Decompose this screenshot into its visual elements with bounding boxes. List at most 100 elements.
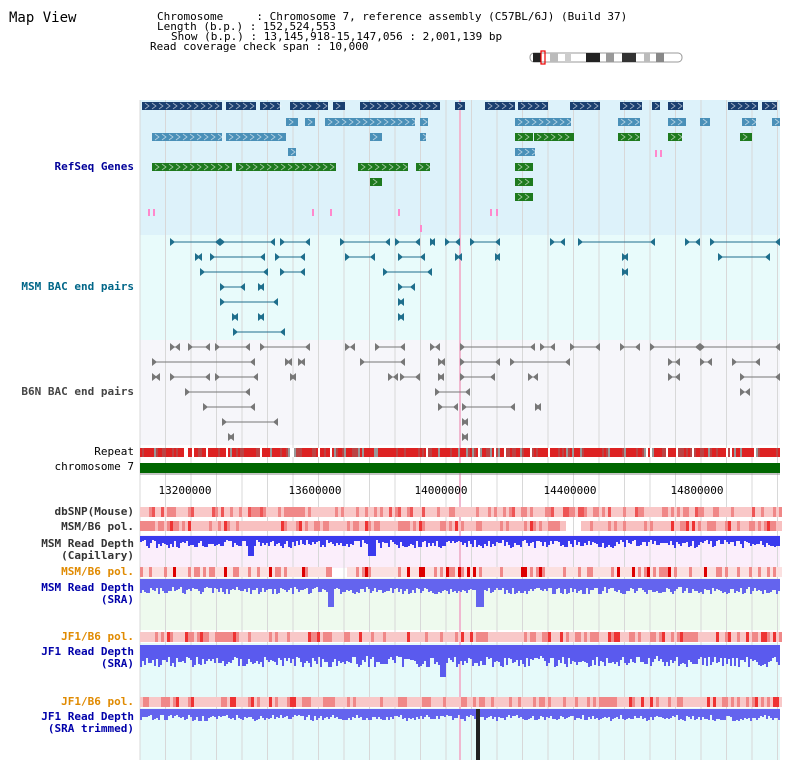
depth-bar: [452, 536, 454, 541]
track-label-msm-bac[interactable]: MSM BAC end pairs: [21, 280, 134, 293]
depth-bar: [220, 645, 222, 663]
snp-density-cell: [359, 507, 362, 517]
strand-arrow: [280, 163, 286, 171]
depth-bar: [500, 579, 502, 590]
b6n-bac-pair: [700, 358, 712, 366]
msm-bac-pair: [195, 253, 202, 261]
track-label-msm-sra[interactable]: MSM Read Depth: [41, 581, 134, 594]
repeat-block: [556, 448, 558, 457]
depth-bar: [388, 645, 390, 659]
depth-bar: [682, 709, 684, 720]
depth-bar: [572, 579, 574, 592]
repeat-block: [162, 448, 164, 457]
depth-bar: [246, 579, 248, 592]
depth-bar: [298, 579, 300, 592]
snp-density-cell: [638, 697, 641, 707]
snp-density-cell: [611, 507, 614, 517]
snp-density-cell: [644, 632, 647, 642]
depth-bar: [756, 536, 758, 544]
depth-bar: [198, 645, 200, 664]
snp-density-cell: [224, 507, 227, 517]
pair-end: [205, 373, 210, 381]
snp-density-cell: [449, 521, 452, 531]
depth-bar: [674, 709, 676, 717]
depth-bar: [424, 645, 426, 661]
snp-density-cell: [674, 521, 677, 531]
depth-bar: [708, 536, 710, 544]
depth-bar: [702, 579, 704, 594]
snp-density-cell: [521, 632, 524, 642]
depth-bar: [698, 579, 700, 593]
track-label-dbsnp[interactable]: dbSNP(Mouse): [54, 505, 134, 518]
snp-density-cell: [608, 567, 611, 577]
track-label-msm-capillary[interactable]: MSM Read Depth: [41, 537, 134, 550]
depth-bar: [664, 709, 666, 719]
depth-bar: [626, 579, 628, 591]
bac-end-pairs[interactable]: [152, 238, 780, 441]
repeat-block: [246, 448, 248, 457]
repeat-block: [394, 448, 396, 457]
snp-density-cell: [650, 507, 653, 517]
depth-bar: [718, 536, 720, 540]
snp-density-cell: [593, 697, 596, 707]
pair-end: [215, 238, 220, 246]
repeat-block: [700, 448, 702, 457]
snp-density-cell: [746, 507, 749, 517]
snp-density-cell: [452, 507, 455, 517]
snp-density-cell: [167, 507, 170, 517]
snp-density-cell: [242, 697, 245, 707]
depth-bar: [390, 579, 392, 588]
track-label-refseq[interactable]: RefSeq Genes: [54, 160, 134, 173]
depth-bar: [388, 536, 390, 547]
snp-density-cell: [461, 697, 464, 707]
depth-bar: [708, 645, 710, 657]
chromosome-ideogram[interactable]: [529, 50, 683, 65]
snp-density-cell: [623, 697, 626, 707]
pair-end: [215, 343, 220, 351]
snp-density-cell: [542, 507, 545, 517]
track-label-b6n-bac[interactable]: B6N BAC end pairs: [21, 385, 134, 398]
strand-arrow: [742, 133, 748, 141]
depth-bar: [662, 645, 664, 662]
pair-end: [300, 268, 305, 276]
gene-body: [772, 118, 780, 126]
track-label-msm-b6-pol-1[interactable]: MSM/B6 pol.: [61, 520, 134, 533]
track-label-jf1-trimmed[interactable]: JF1 Read Depth: [41, 710, 134, 723]
repeat-block: [560, 448, 562, 457]
depth-bar: [202, 579, 204, 592]
depth-bar: [212, 536, 214, 544]
snp-density-cell: [260, 507, 263, 517]
depth-bar: [602, 709, 604, 718]
pair-end: [710, 238, 715, 246]
track-label-jf1-b6-pol-2[interactable]: JF1/B6 pol.: [61, 695, 134, 708]
strand-arrow: [418, 163, 424, 171]
snp-density-cell: [161, 567, 164, 577]
depth-bar: [760, 709, 762, 716]
snp-density-cell: [170, 697, 173, 707]
snp-density-cell: [365, 632, 368, 642]
snp-density-cell: [464, 521, 467, 531]
repeat-block: [464, 448, 466, 457]
snp-density-cell: [521, 697, 524, 707]
snp-density-cell: [512, 521, 515, 531]
strand-arrow: [360, 163, 366, 171]
depth-bar: [326, 709, 328, 717]
depth-bar: [346, 579, 348, 590]
track-label-msm-b6-pol-2[interactable]: MSM/B6 pol.: [61, 565, 134, 578]
depth-bar: [162, 645, 164, 660]
snp-density-cell: [608, 632, 611, 642]
track-label-jf1-b6-pol-1[interactable]: JF1/B6 pol.: [61, 630, 134, 643]
snp-density-cell: [428, 697, 431, 707]
strand-arrow: [308, 163, 314, 171]
repeat-block: [376, 448, 378, 457]
depth-bar: [142, 536, 144, 541]
refseq-genes[interactable]: [142, 102, 780, 232]
snp-density-cell: [362, 632, 365, 642]
depth-bar: [762, 709, 764, 717]
depth-bar: [258, 536, 260, 542]
depth-bar: [524, 645, 526, 667]
snp-density-cell: [299, 697, 302, 707]
track-label-jf1-sra[interactable]: JF1 Read Depth: [41, 645, 134, 658]
depth-bar: [462, 709, 464, 719]
